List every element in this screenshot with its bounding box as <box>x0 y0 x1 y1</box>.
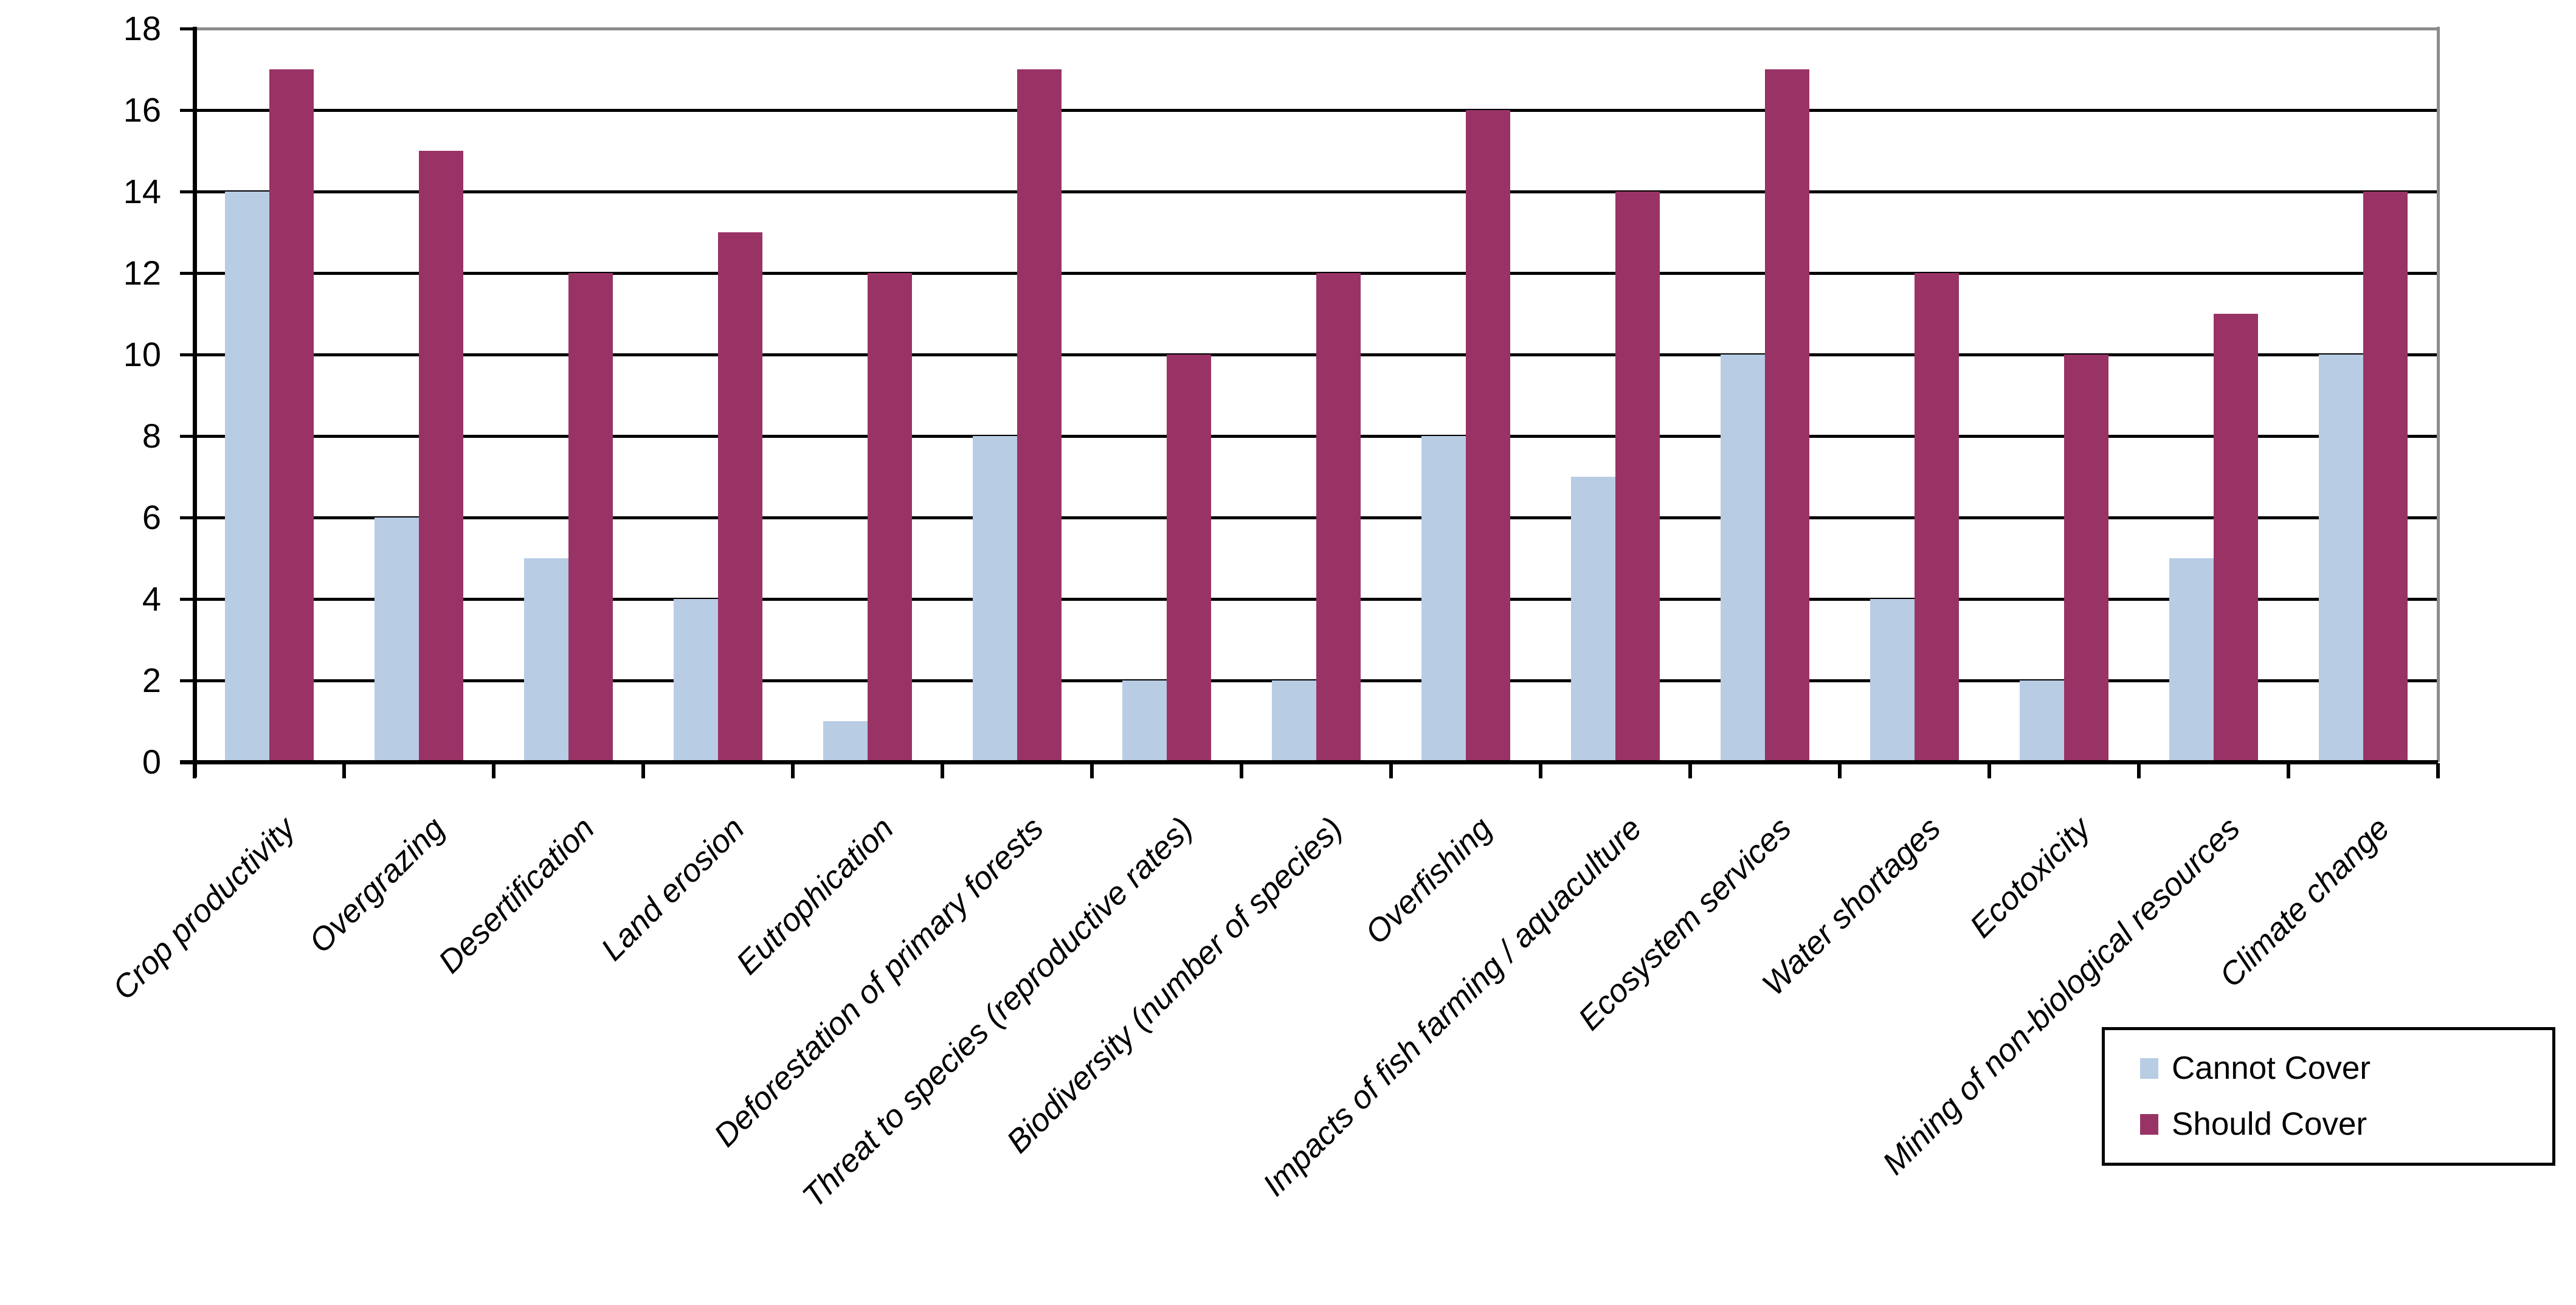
y-axis-label-18: 18 <box>123 9 161 47</box>
gridline-14 <box>195 190 2438 193</box>
x-tick-4 <box>791 763 795 778</box>
y-axis-label-16: 16 <box>123 91 161 129</box>
x-axis-label-1: Crop productivity <box>106 810 303 1007</box>
x-tick-1 <box>342 763 346 778</box>
x-tick-7 <box>1240 763 1243 778</box>
bar-cannot-cover-6 <box>973 436 1017 762</box>
x-axis-line <box>180 760 2438 764</box>
x-axis-label-13: Ecotoxicity <box>1963 810 2098 945</box>
bar-cannot-cover-3 <box>524 558 568 762</box>
bar-should-cover-14 <box>2214 314 2258 762</box>
bar-should-cover-6 <box>1017 69 1062 762</box>
x-axis-label-4: Land erosion <box>594 810 751 968</box>
bar-should-cover-9 <box>1466 110 1510 762</box>
y-axis-label-0: 0 <box>142 742 161 781</box>
x-tick-5 <box>941 763 944 778</box>
y-axis-label-14: 14 <box>123 172 161 210</box>
x-tick-10 <box>1688 763 1692 778</box>
x-axis-label-5: Eutrophication <box>730 810 901 982</box>
bar-should-cover-15 <box>2363 192 2408 762</box>
y-tick-16 <box>180 108 197 112</box>
y-axis-line <box>193 27 197 777</box>
y-axis-label-8: 8 <box>142 417 161 455</box>
legend: Cannot Cover Should Cover <box>2102 1027 2555 1166</box>
bar-cannot-cover-9 <box>1421 436 1466 762</box>
y-tick-12 <box>180 271 197 275</box>
bar-cannot-cover-4 <box>674 599 718 762</box>
x-tick-12 <box>1987 763 1991 778</box>
bar-cannot-cover-1 <box>225 192 269 762</box>
bar-should-cover-4 <box>718 232 762 762</box>
legend-label-1: Cannot Cover <box>2172 1050 2371 1086</box>
y-tick-18 <box>180 27 197 30</box>
x-tick-14 <box>2287 763 2290 778</box>
y-axis-label-2: 2 <box>142 661 161 699</box>
legend-swatch-1 <box>2140 1058 2158 1079</box>
y-tick-2 <box>180 679 197 682</box>
y-tick-6 <box>180 516 197 519</box>
y-tick-8 <box>180 434 197 438</box>
bar-should-cover-10 <box>1615 192 1660 762</box>
bar-cannot-cover-14 <box>2169 558 2214 762</box>
y-axis-label-12: 12 <box>123 254 161 292</box>
bar-should-cover-2 <box>419 151 463 762</box>
legend-label-2: Should Cover <box>2172 1106 2367 1143</box>
bar-should-cover-12 <box>1915 273 1959 762</box>
x-axis-label-3: Desertification <box>432 810 602 980</box>
bar-should-cover-11 <box>1765 69 1809 762</box>
y-tick-10 <box>180 353 197 356</box>
bar-should-cover-1 <box>269 69 314 762</box>
x-tick-2 <box>492 763 496 778</box>
bar-should-cover-8 <box>1316 273 1361 762</box>
x-tick-11 <box>1838 763 1842 778</box>
x-tick-8 <box>1389 763 1393 778</box>
x-axis-label-9: Overfishing <box>1358 810 1499 951</box>
bar-cannot-cover-11 <box>1721 355 1765 762</box>
bar-should-cover-3 <box>568 273 613 762</box>
x-tick-3 <box>641 763 645 778</box>
bar-cannot-cover-2 <box>375 518 419 762</box>
x-tick-13 <box>2137 763 2141 778</box>
x-tick-6 <box>1090 763 1094 778</box>
bar-cannot-cover-8 <box>1272 680 1316 762</box>
bar-should-cover-5 <box>868 273 912 762</box>
x-axis-label-2: Overgrazing <box>302 810 452 960</box>
bar-should-cover-13 <box>2064 355 2108 762</box>
y-axis-label-4: 4 <box>142 580 161 618</box>
y-axis-label-10: 10 <box>123 335 161 373</box>
y-axis-label-6: 6 <box>142 498 161 536</box>
bar-cannot-cover-12 <box>1870 599 1915 762</box>
bar-should-cover-7 <box>1167 355 1211 762</box>
bar-cannot-cover-7 <box>1122 680 1167 762</box>
legend-item-2: Should Cover <box>2140 1106 2552 1143</box>
gridline-18 <box>195 27 2438 30</box>
bar-cannot-cover-13 <box>2020 680 2064 762</box>
x-axis-label-6: Deforestation of primary forests <box>706 810 1051 1154</box>
bar-cannot-cover-15 <box>2319 355 2363 762</box>
gridline-16 <box>195 108 2438 112</box>
x-axis-label-8: Biodiversity (number of species) <box>1000 810 1350 1160</box>
y-tick-4 <box>180 597 197 601</box>
legend-item-1: Cannot Cover <box>2140 1050 2552 1087</box>
x-tick-9 <box>1539 763 1542 778</box>
legend-swatch-2 <box>2140 1114 2158 1135</box>
bar-cannot-cover-5 <box>823 721 868 762</box>
y-tick-14 <box>180 190 197 193</box>
plot-frame-right <box>2436 27 2440 762</box>
bar-cannot-cover-10 <box>1571 477 1615 762</box>
x-tick-15 <box>2436 763 2440 778</box>
